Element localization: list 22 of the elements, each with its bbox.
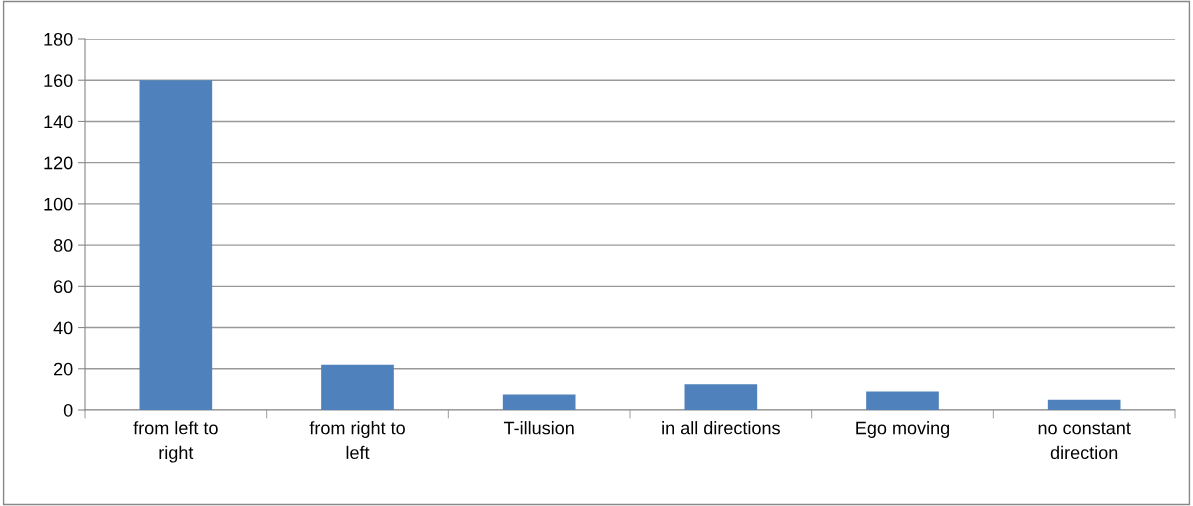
bar [502,394,576,410]
x-tick-label: from left to right [133,421,218,463]
bar [1047,399,1121,410]
y-tick-label: 60 [54,280,73,294]
x-tick-label: in all directions [662,421,780,435]
bar [684,384,758,410]
bar [139,80,213,410]
y-tick-label: 0 [63,403,73,417]
x-tick-label: Ego moving [856,421,950,438]
bar [866,391,939,410]
x-tick-label: from right to left [309,421,405,460]
y-tick-label: 180 [44,32,73,46]
y-tick-label: 40 [53,321,73,335]
y-tick-label: 160 [44,74,73,87]
y-tick-label: 100 [44,197,73,211]
y-tick-label: 20 [54,362,73,376]
y-tick-label: 120 [44,156,73,170]
y-tick-label: 140 [44,115,73,129]
x-tick-label: T-illusion [503,421,574,435]
x-tick-label: no constant direction [1038,422,1131,460]
bar [321,364,394,410]
y-tick-label: 80 [53,239,73,252]
